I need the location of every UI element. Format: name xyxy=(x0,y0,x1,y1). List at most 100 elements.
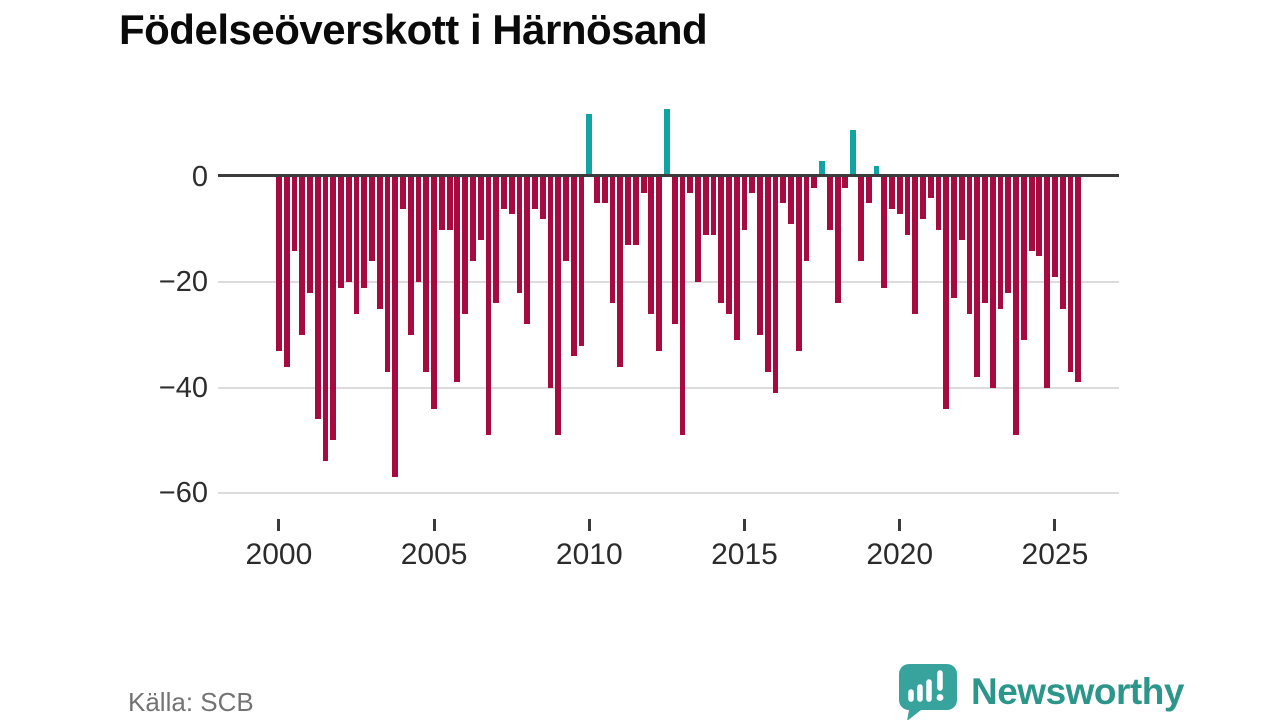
bar xyxy=(896,177,903,214)
bar xyxy=(1013,177,1019,436)
bar xyxy=(617,177,624,367)
bar xyxy=(780,177,787,204)
bar xyxy=(702,177,709,235)
bar xyxy=(842,177,849,188)
bar xyxy=(454,177,461,383)
bar xyxy=(912,177,919,314)
bar xyxy=(501,177,507,209)
bar xyxy=(477,177,484,241)
bar xyxy=(423,177,430,372)
bar xyxy=(392,177,399,478)
bar xyxy=(671,177,678,325)
bar xyxy=(664,108,670,177)
bar xyxy=(811,177,818,188)
x-axis-tick xyxy=(432,519,436,531)
bar xyxy=(586,113,593,177)
x-axis-label: 2020 xyxy=(866,538,934,571)
x-axis-label: 2010 xyxy=(555,538,623,571)
y-axis-label: 0 xyxy=(191,161,208,193)
bar xyxy=(322,177,329,462)
bar xyxy=(493,177,500,304)
bar xyxy=(1059,177,1066,309)
bar xyxy=(772,177,779,393)
bar xyxy=(920,177,926,220)
bar xyxy=(283,177,290,367)
bar xyxy=(795,177,802,351)
x-axis-label: 2005 xyxy=(400,538,468,571)
bar xyxy=(1067,177,1074,372)
source-note: Källa: SCB xyxy=(128,687,254,717)
bar xyxy=(889,177,895,209)
bar xyxy=(927,177,934,199)
bar xyxy=(819,161,825,177)
bar xyxy=(710,177,717,235)
bar xyxy=(1020,177,1027,341)
bar xyxy=(563,177,569,262)
bar xyxy=(850,129,857,177)
newsworthy-logo: Newsworthy xyxy=(897,662,1184,720)
bar xyxy=(749,177,756,193)
bar xyxy=(547,177,554,388)
x-axis-tick xyxy=(898,519,902,531)
bar xyxy=(1036,177,1043,256)
bar xyxy=(904,177,911,235)
bar xyxy=(1044,177,1051,388)
bar xyxy=(764,177,771,372)
bar xyxy=(1075,177,1082,383)
bar xyxy=(609,177,616,304)
x-axis-label: 2015 xyxy=(711,538,778,571)
bar xyxy=(438,177,445,230)
bar xyxy=(407,177,414,335)
bar xyxy=(982,177,988,304)
bar xyxy=(1005,177,1012,293)
bar xyxy=(943,177,950,409)
bar xyxy=(330,177,337,441)
bar xyxy=(1028,177,1035,251)
bar xyxy=(276,177,282,351)
bar xyxy=(539,177,546,220)
bar xyxy=(640,177,647,193)
bar xyxy=(679,177,686,436)
bar xyxy=(656,177,663,351)
bar xyxy=(997,177,1004,309)
bar xyxy=(524,177,531,325)
bar xyxy=(353,177,360,314)
bar xyxy=(400,177,406,209)
x-axis-tick xyxy=(277,519,281,531)
bar xyxy=(338,177,344,288)
bar xyxy=(834,177,841,304)
bar xyxy=(462,177,469,314)
bar xyxy=(648,177,655,314)
bar xyxy=(865,177,872,204)
bar xyxy=(858,177,864,262)
bar xyxy=(361,177,368,288)
bar xyxy=(687,177,694,193)
bar xyxy=(570,177,577,357)
bar xyxy=(470,177,476,262)
bar xyxy=(555,177,562,436)
bar xyxy=(291,177,298,251)
bar xyxy=(966,177,973,314)
gridline xyxy=(218,281,1119,284)
x-axis-tick xyxy=(1053,519,1057,531)
bar xyxy=(788,177,794,225)
bar xyxy=(594,177,600,204)
chart-title: Födelseöverskott i Härnösand xyxy=(119,6,708,53)
bar xyxy=(384,177,391,372)
bar xyxy=(299,177,306,335)
y-axis-label: −40 xyxy=(158,371,208,404)
bar xyxy=(733,177,740,341)
x-axis-tick xyxy=(743,519,746,531)
bar xyxy=(989,177,996,388)
zero-axis-line xyxy=(218,174,1119,177)
bar xyxy=(757,177,763,335)
bar xyxy=(485,177,492,436)
bar xyxy=(741,177,748,230)
bar xyxy=(376,177,383,309)
bar xyxy=(803,177,810,262)
bar xyxy=(625,177,631,246)
gridline xyxy=(218,386,1119,389)
bar xyxy=(632,177,639,246)
bar xyxy=(726,177,732,314)
